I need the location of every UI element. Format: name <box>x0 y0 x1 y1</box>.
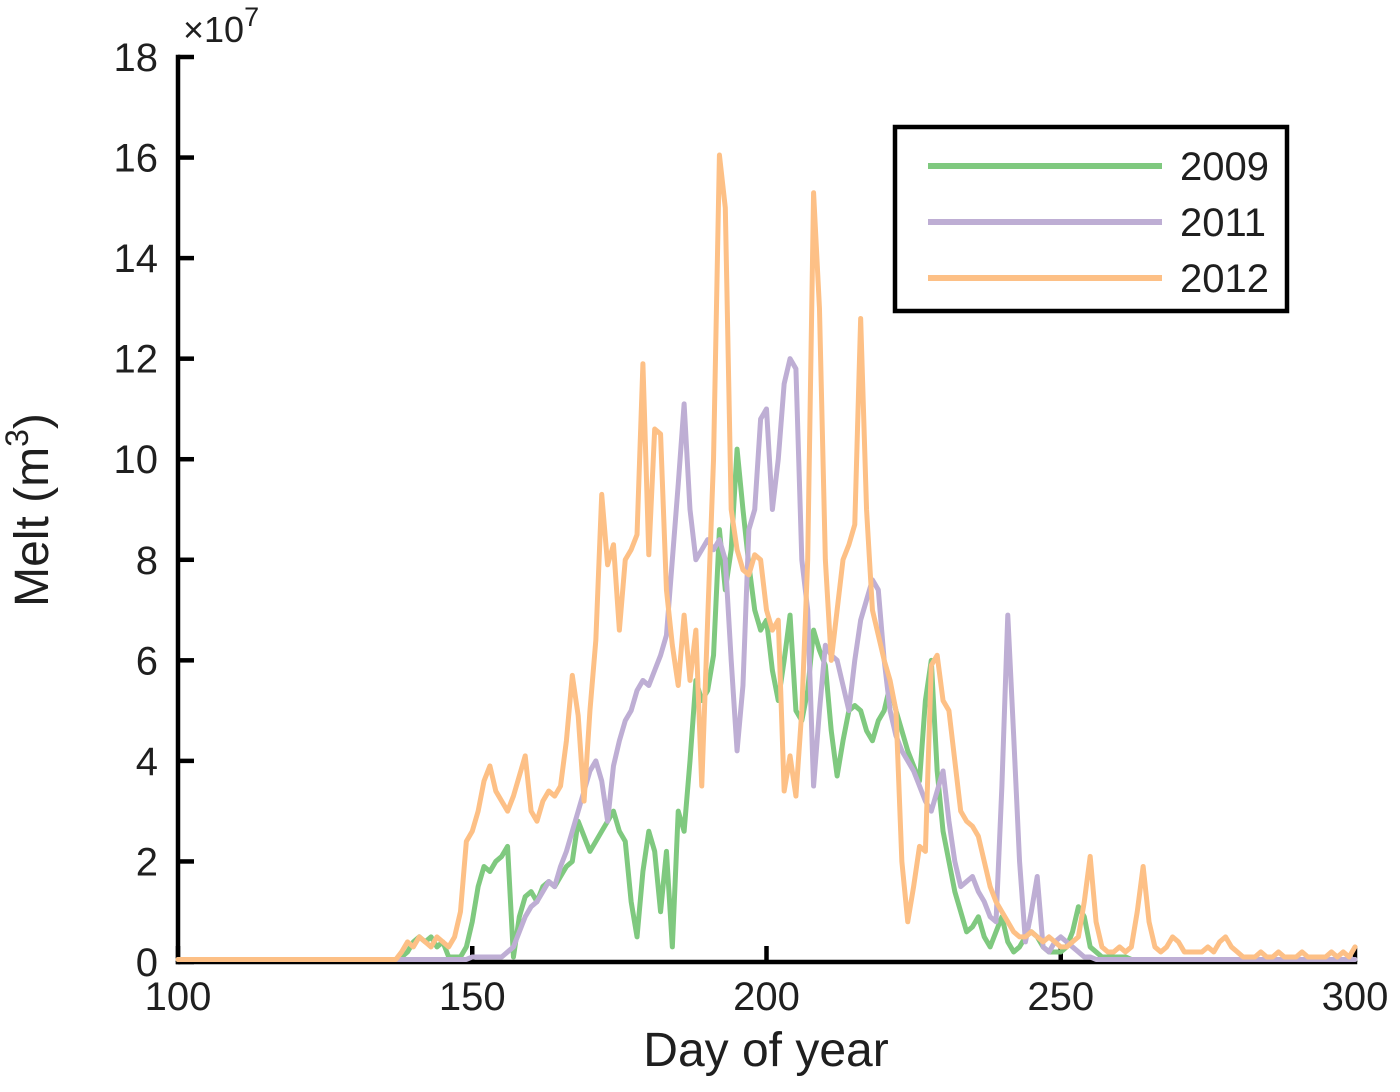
x-tick-label: 200 <box>733 975 800 1019</box>
tick-labels: 100 150 200 250 300 0 2 4 6 8 10 12 14 16 18 <box>114 36 1389 1019</box>
series-line-2012 <box>175 152 1358 962</box>
y-tick-label: 0 <box>136 941 158 985</box>
y-tick-label: 16 <box>114 137 159 181</box>
series-lines <box>175 152 1358 962</box>
y-tick-label: 8 <box>136 539 158 583</box>
series-line-2009 <box>175 446 1358 962</box>
y-tick-label: 2 <box>136 840 158 884</box>
x-tick-label: 250 <box>1027 975 1094 1019</box>
x-tick-label: 100 <box>145 975 212 1019</box>
y-tick-label: 6 <box>136 639 158 683</box>
x-tick-label: 150 <box>439 975 506 1019</box>
y-tick-label: 4 <box>136 740 158 784</box>
legend-label-2011: 2011 <box>1180 201 1266 245</box>
legend-label-2009: 2009 <box>1180 145 1269 189</box>
y-tick-label: 12 <box>114 338 159 382</box>
y-tick-label: 10 <box>114 438 159 482</box>
x-axis-label: Day of year <box>643 1024 888 1077</box>
legend: 2009 2011 2012 <box>892 124 1290 314</box>
y-axis-label: Melt (m3) <box>0 413 59 607</box>
series-line-2011 <box>175 356 1358 962</box>
y-tick-label: 14 <box>114 237 159 281</box>
y-tick-label: 18 <box>114 36 159 80</box>
y-axis-multiplier: ×107 <box>183 2 259 50</box>
legend-label-2012: 2012 <box>1180 257 1269 301</box>
x-tick-label: 300 <box>1322 975 1389 1019</box>
